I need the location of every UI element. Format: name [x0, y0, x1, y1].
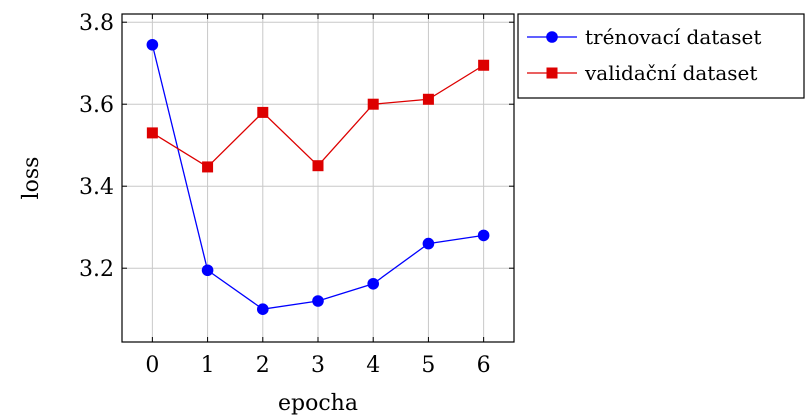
x-axis-title: epocha [278, 391, 358, 416]
x-tick-label: 1 [201, 353, 215, 378]
y-tick-label: 3.4 [79, 175, 114, 200]
legend-box [517, 13, 805, 99]
series-1 [146, 59, 490, 173]
x-tick-label: 2 [256, 353, 270, 378]
data-point-square [146, 127, 158, 139]
x-tick-label: 0 [145, 353, 159, 378]
y-tick-label: 3.2 [79, 257, 114, 282]
y-axis-title: loss [19, 157, 44, 200]
data-point-square [257, 106, 269, 118]
data-point-circle [256, 303, 269, 316]
data-point-circle [312, 295, 324, 307]
data-point-square [367, 98, 379, 110]
data-point-square [312, 160, 324, 172]
data-point-square [478, 59, 490, 71]
y-tick-labels: 3.2 3.4 3.6 3.8 [79, 11, 114, 282]
data-point-square [202, 161, 214, 173]
data-point-square [422, 93, 434, 105]
legend-marker-square [546, 67, 558, 79]
x-tick-labels: 0 1 2 3 4 5 6 [145, 353, 490, 378]
data-point-circle [422, 237, 435, 250]
legend-label: trénovací dataset [585, 25, 761, 49]
x-tick-label: 3 [311, 353, 325, 378]
y-tick-label: 3.8 [79, 11, 114, 36]
legend-marker-circle [546, 31, 558, 43]
legend: trénovací dataset validační dataset [517, 13, 805, 99]
tick-marks [122, 14, 514, 342]
data-point-circle [146, 38, 159, 51]
series-0 [146, 38, 490, 316]
legend-item-0: trénovací dataset [527, 25, 761, 49]
data-point-circle [367, 277, 380, 290]
x-tick-label: 6 [477, 353, 491, 378]
series-layer [146, 38, 490, 316]
x-tick-label: 5 [421, 353, 435, 378]
data-point-circle [201, 264, 214, 277]
data-point-circle [477, 229, 490, 242]
grid [122, 14, 514, 342]
legend-label: validační dataset [584, 61, 757, 85]
legend-item-1: validační dataset [527, 61, 757, 85]
y-tick-label: 3.6 [79, 93, 114, 118]
x-tick-label: 4 [366, 353, 380, 378]
